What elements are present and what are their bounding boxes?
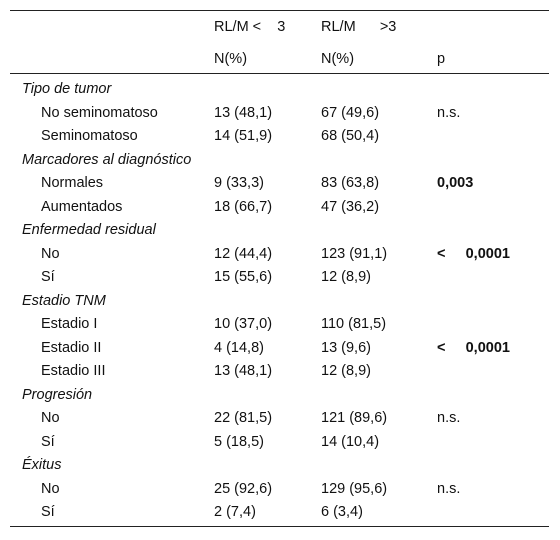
row-group1-value: 9 (33,3) [214, 175, 264, 191]
row-group2-value: 12 (8,9) [321, 363, 371, 379]
row-p-value: n.s. [437, 480, 461, 497]
row-group2-value: 13 (9,6) [321, 339, 371, 356]
row-group1-value: 13 (48,1) [214, 363, 273, 379]
row-group1-value: 15 (55,6) [214, 269, 273, 285]
row-label: Estadio I [41, 316, 98, 332]
section-title: Marcadores al diagnóstico [22, 151, 192, 168]
row-label: Normales [41, 175, 104, 191]
section-title: Tipo de tumor [22, 81, 112, 97]
row-group2-value: 6 (3,4) [321, 504, 363, 520]
row-group2-value: 123 (91,1) [321, 245, 388, 262]
row-label: No [41, 480, 60, 497]
header-group2-unit: N(%) [321, 51, 355, 67]
row-group2-value: 129 (95,6) [321, 480, 388, 497]
section-title: Éxitus [22, 457, 62, 473]
row-group2-value: 121 (89,6) [321, 410, 388, 426]
row-p-value: 0,003 [437, 175, 474, 191]
row-label: Estadio III [41, 363, 106, 379]
row-group1-value: 2 (7,4) [214, 504, 256, 520]
row-label: No [41, 245, 60, 262]
row-p-value: < 0,0001 [437, 339, 510, 356]
row-label: No [41, 410, 60, 426]
row-group1-value: 13 (48,1) [214, 104, 273, 121]
row-group1-value: 25 (92,6) [214, 480, 273, 497]
row-label: Aumentados [41, 198, 123, 215]
row-group1-value: 14 (51,9) [214, 128, 273, 144]
row-group1-value: 10 (37,0) [214, 316, 273, 332]
row-label: Estadio II [41, 339, 102, 356]
row-group2-value: 12 (8,9) [321, 269, 371, 285]
row-group2-value: 47 (36,2) [321, 198, 380, 215]
row-group2-value: 110 (81,5) [321, 316, 387, 332]
header-rule [10, 73, 549, 74]
row-p-value: < 0,0001 [437, 245, 510, 262]
row-label: Sí [41, 504, 55, 520]
row-label: Seminomatoso [41, 128, 138, 144]
row-group2-value: 68 (50,4) [321, 128, 380, 144]
row-group2-value: 83 (63,8) [321, 175, 380, 191]
row-group1-value: 18 (66,7) [214, 198, 273, 215]
row-group2-value: 14 (10,4) [321, 433, 380, 450]
row-group1-value: 5 (18,5) [214, 433, 264, 450]
row-group1-value: 22 (81,5) [214, 410, 273, 426]
section-title: Progresión [22, 386, 93, 403]
row-label: No seminomatoso [41, 104, 158, 121]
header-group1-unit: N(%) [214, 51, 248, 67]
header-p-label: p [437, 51, 446, 67]
section-title: Estadio TNM [22, 292, 106, 309]
row-label: Sí [41, 433, 55, 450]
header-group1-label: RL/M < 3 [214, 19, 286, 35]
row-label: Sí [41, 269, 55, 285]
row-group1-value: 4 (14,8) [214, 339, 264, 356]
row-group1-value: 12 (44,4) [214, 245, 273, 262]
bottom-rule [10, 526, 549, 527]
section-title: Enfermedad residual [22, 222, 156, 238]
top-rule [10, 10, 549, 11]
row-group2-value: 67 (49,6) [321, 104, 380, 121]
row-p-value: n.s. [437, 410, 461, 426]
header-group2-label: RL/M >3 [321, 19, 397, 35]
row-p-value: n.s. [437, 104, 461, 121]
